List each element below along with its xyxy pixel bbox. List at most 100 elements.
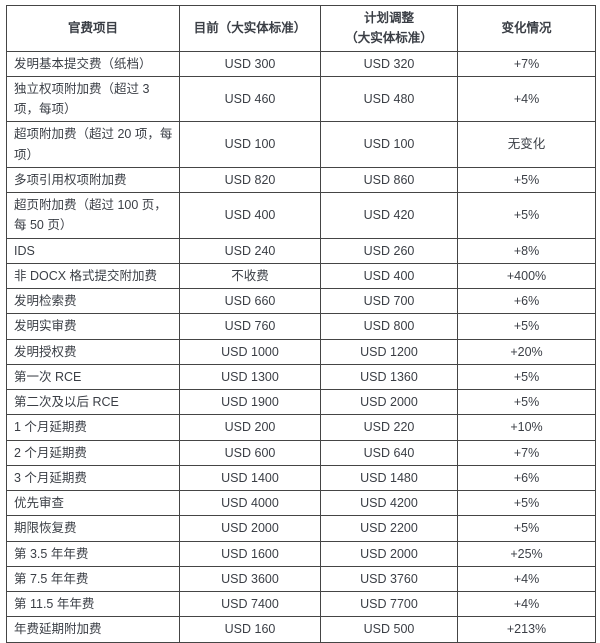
current-fee: USD 7400: [179, 590, 321, 618]
fee-item: 非 DOCX 格式提交附加费: [6, 262, 180, 290]
table-row: 发明检索费 USD 660 USD 700 +6%: [6, 287, 596, 315]
fee-item: 期限恢复费: [6, 515, 180, 542]
current-fee: USD 1300: [179, 363, 321, 391]
header-row: 官费项目 目前（大实体标准） 计划调整 （大实体标准） 变化情况: [6, 5, 596, 52]
planned-fee: USD 2000: [320, 540, 458, 567]
current-fee: USD 1000: [179, 338, 321, 365]
change-value: +5%: [457, 166, 596, 194]
current-fee: USD 600: [179, 439, 321, 466]
planned-fee: USD 500: [320, 616, 458, 643]
planned-fee: USD 320: [320, 50, 458, 77]
current-fee: USD 1600: [179, 540, 321, 567]
planned-fee: USD 1200: [320, 338, 458, 365]
planned-fee: USD 640: [320, 439, 458, 466]
fee-item: IDS: [6, 237, 180, 264]
table-row: 发明授权费 USD 1000 USD 1200 +20%: [6, 338, 596, 365]
col-header-fee-item: 官费项目: [6, 5, 180, 52]
col-header-change: 变化情况: [457, 5, 596, 52]
fee-item: 独立权项附加费（超过 3 项，每项）: [6, 75, 180, 123]
current-fee: USD 400: [179, 192, 321, 239]
fee-item: 超项附加费（超过 20 项，每项）: [6, 121, 180, 168]
table-row: 发明实审费 USD 760 USD 800 +5%: [6, 313, 596, 340]
change-value: +4%: [457, 75, 596, 123]
change-value: +6%: [457, 464, 596, 492]
current-fee: USD 2000: [179, 515, 321, 542]
planned-fee: USD 480: [320, 75, 458, 123]
planned-fee: USD 1360: [320, 363, 458, 391]
planned-fee: USD 800: [320, 313, 458, 340]
table-row: 独立权项附加费（超过 3 项，每项） USD 460 USD 480 +4%: [6, 75, 596, 123]
planned-fee: USD 860: [320, 166, 458, 194]
fee-item: 第二次及以后 RCE: [6, 388, 180, 416]
fee-item: 第 11.5 年年费: [6, 590, 180, 618]
table-row: 年费延期附加费 USD 160 USD 500 +213%: [6, 616, 596, 643]
table-row: 优先审查 USD 4000 USD 4200 +5%: [6, 489, 596, 517]
table-row: 1 个月延期费 USD 200 USD 220 +10%: [6, 414, 596, 441]
planned-fee: USD 100: [320, 121, 458, 168]
change-value: +8%: [457, 237, 596, 264]
change-value: +5%: [457, 313, 596, 340]
fee-table-page: 官费项目 目前（大实体标准） 计划调整 （大实体标准） 变化情况 发明基本提交费…: [6, 5, 596, 643]
table-row: 2 个月延期费 USD 600 USD 640 +7%: [6, 439, 596, 466]
table-row: 超页附加费（超过 100 页，每 50 页） USD 400 USD 420 +…: [6, 192, 596, 239]
table-row: 期限恢复费 USD 2000 USD 2200 +5%: [6, 515, 596, 542]
planned-fee: USD 1480: [320, 464, 458, 492]
current-fee: USD 240: [179, 237, 321, 264]
table-row: 第 11.5 年年费 USD 7400 USD 7700 +4%: [6, 590, 596, 618]
table-row: 非 DOCX 格式提交附加费 不收费 USD 400 +400%: [6, 262, 596, 290]
change-value: +5%: [457, 192, 596, 239]
fee-item: 第 3.5 年年费: [6, 540, 180, 567]
col-header-current: 目前（大实体标准）: [179, 5, 321, 52]
planned-fee: USD 400: [320, 262, 458, 290]
table-row: 3 个月延期费 USD 1400 USD 1480 +6%: [6, 464, 596, 492]
current-fee: USD 100: [179, 121, 321, 168]
change-value: +5%: [457, 515, 596, 542]
current-fee: USD 1400: [179, 464, 321, 492]
change-value: +7%: [457, 50, 596, 77]
fee-item: 优先审查: [6, 489, 180, 517]
current-fee: USD 160: [179, 616, 321, 643]
table-row: 第二次及以后 RCE USD 1900 USD 2000 +5%: [6, 388, 596, 416]
fee-item: 发明授权费: [6, 338, 180, 365]
fee-item: 发明检索费: [6, 287, 180, 315]
table-row: 发明基本提交费（纸档） USD 300 USD 320 +7%: [6, 50, 596, 77]
current-fee: USD 1900: [179, 388, 321, 416]
table-row: 第 3.5 年年费 USD 1600 USD 2000 +25%: [6, 540, 596, 567]
planned-fee: USD 2000: [320, 388, 458, 416]
change-value: +5%: [457, 489, 596, 517]
current-fee: USD 3600: [179, 565, 321, 593]
planned-fee: USD 4200: [320, 489, 458, 517]
fee-item: 多项引用权项附加费: [6, 166, 180, 194]
change-value: +25%: [457, 540, 596, 567]
fee-item: 发明基本提交费（纸档）: [6, 50, 180, 77]
fee-item: 3 个月延期费: [6, 464, 180, 492]
fee-item: 1 个月延期费: [6, 414, 180, 441]
table-row: 第一次 RCE USD 1300 USD 1360 +5%: [6, 363, 596, 391]
table-row: 多项引用权项附加费 USD 820 USD 860 +5%: [6, 166, 596, 194]
fee-item: 2 个月延期费: [6, 439, 180, 466]
official-fee-table: 官费项目 目前（大实体标准） 计划调整 （大实体标准） 变化情况 发明基本提交费…: [6, 5, 596, 643]
change-value: 无变化: [457, 121, 596, 168]
change-value: +4%: [457, 565, 596, 593]
planned-fee: USD 2200: [320, 515, 458, 542]
change-value: +213%: [457, 616, 596, 643]
fee-item: 第一次 RCE: [6, 363, 180, 391]
fee-item: 超页附加费（超过 100 页，每 50 页）: [6, 192, 180, 239]
planned-fee: USD 7700: [320, 590, 458, 618]
change-value: +5%: [457, 363, 596, 391]
change-value: +6%: [457, 287, 596, 315]
table-row: IDS USD 240 USD 260 +8%: [6, 237, 596, 264]
change-value: +7%: [457, 439, 596, 466]
current-fee: USD 820: [179, 166, 321, 194]
planned-fee: USD 700: [320, 287, 458, 315]
current-fee: 不收费: [179, 262, 321, 290]
change-value: +10%: [457, 414, 596, 441]
fee-item: 发明实审费: [6, 313, 180, 340]
planned-fee: USD 220: [320, 414, 458, 441]
fee-item: 第 7.5 年年费: [6, 565, 180, 593]
planned-fee: USD 3760: [320, 565, 458, 593]
planned-fee: USD 260: [320, 237, 458, 264]
current-fee: USD 300: [179, 50, 321, 77]
change-value: +5%: [457, 388, 596, 416]
change-value: +400%: [457, 262, 596, 290]
